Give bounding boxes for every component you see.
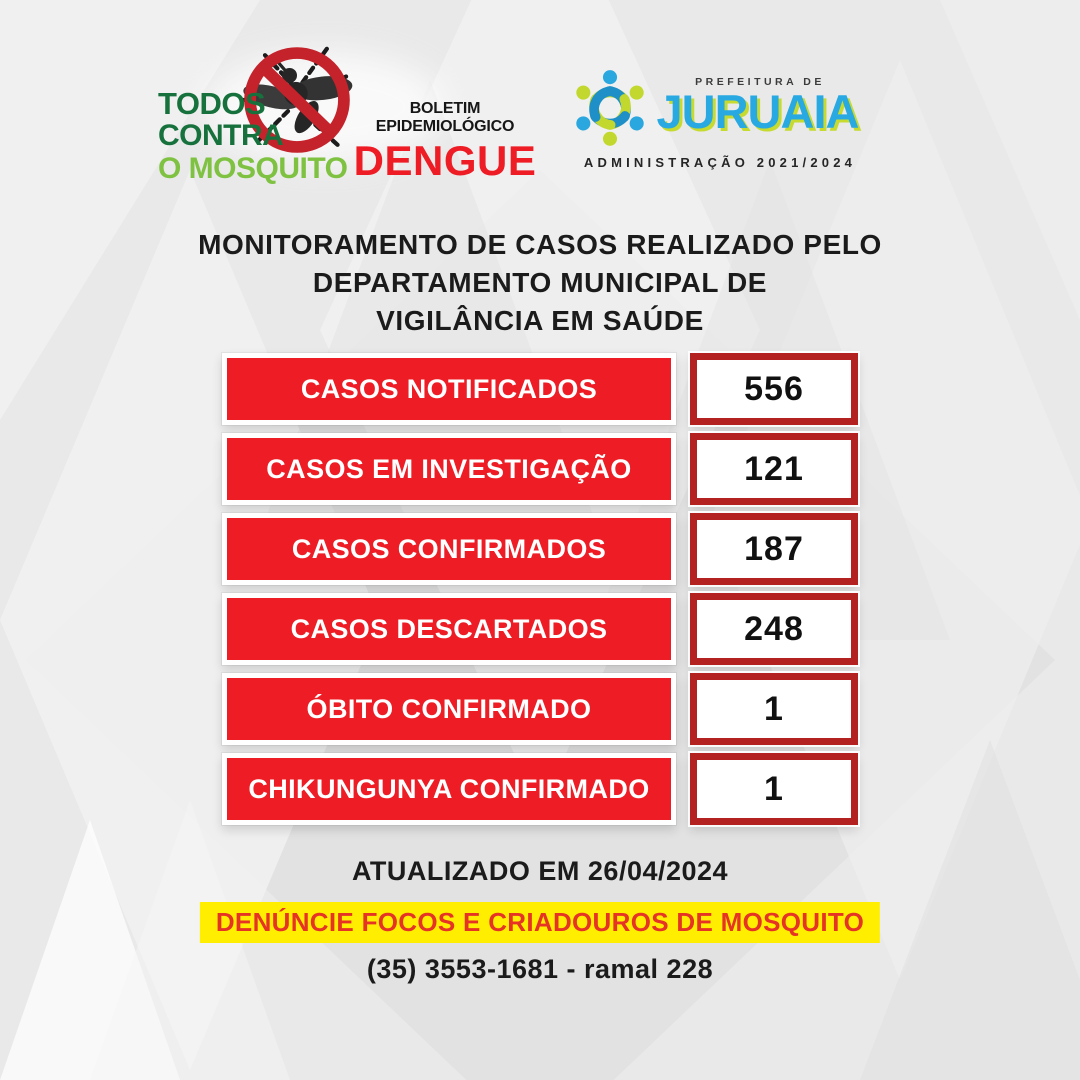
case-value: 1 xyxy=(764,769,784,808)
title-line: VIGILÂNCIA EM SAÚDE xyxy=(376,305,704,336)
case-value-box: 556 xyxy=(690,353,858,425)
case-label-box: CASOS NOTIFICADOS xyxy=(222,353,676,425)
city-name: JURUAIA xyxy=(656,85,860,138)
case-value-box: 121 xyxy=(690,433,858,505)
case-row: CHIKUNGUNYA CONFIRMADO 1 xyxy=(222,753,858,825)
case-label: ÓBITO CONFIRMADO xyxy=(306,693,592,724)
campaign-logo-line: O MOSQUITO xyxy=(158,152,348,185)
bulletin-block: BOLETIM EPIDEMIOLÓGICO DENGUE xyxy=(343,100,547,185)
cases-table: CASOS NOTIFICADOS 556 CASOS EM INVESTIGA… xyxy=(222,353,858,833)
disease-title: DENGUE xyxy=(353,137,537,184)
case-row: CASOS NOTIFICADOS 556 xyxy=(222,353,858,425)
case-label-box: CASOS CONFIRMADOS xyxy=(222,513,676,585)
case-label: CHIKUNGUNYA CONFIRMADO xyxy=(248,773,650,804)
case-value: 187 xyxy=(744,529,804,568)
campaign-logo-line: CONTRA xyxy=(158,119,284,152)
case-row: CASOS EM INVESTIGAÇÃO 121 xyxy=(222,433,858,505)
case-row: CASOS CONFIRMADOS 187 xyxy=(222,513,858,585)
campaign-logo-line: TODOS xyxy=(158,86,266,121)
page-title: MONITORAMENTO DE CASOS REALIZADO PELO DE… xyxy=(0,226,1080,340)
no-mosquito-icon xyxy=(241,46,353,153)
case-value-box: 1 xyxy=(690,753,858,825)
case-label: CASOS NOTIFICADOS xyxy=(300,373,598,404)
report-banner: DENÚNCIE FOCOS E CRIADOUROS DE MOSQUITO xyxy=(199,902,881,943)
case-value: 121 xyxy=(744,449,804,488)
prefecture-prefix: PREFEITURA DE xyxy=(695,76,825,88)
case-label-box: CHIKUNGUNYA CONFIRMADO xyxy=(222,753,676,825)
case-label-box: CASOS DESCARTADOS xyxy=(222,593,676,665)
bulletin-type-label: BOLETIM EPIDEMIOLÓGICO xyxy=(375,100,515,135)
case-value-box: 1 xyxy=(690,673,858,745)
case-value: 248 xyxy=(744,609,804,648)
case-value: 556 xyxy=(744,369,804,408)
updated-date: ATUALIZADO EM 26/04/2024 xyxy=(351,856,729,886)
case-label: CASOS EM INVESTIGAÇÃO xyxy=(266,453,632,484)
phone-number: (35) 3553-1681 - ramal 228 xyxy=(366,954,714,984)
juruaia-emblem-icon xyxy=(576,70,644,146)
campaign-logo: TODOS CONTRA O MOSQUITO xyxy=(158,86,348,185)
case-label-box: CASOS EM INVESTIGAÇÃO xyxy=(222,433,676,505)
title-line: MONITORAMENTO DE CASOS REALIZADO PELO xyxy=(198,229,882,260)
case-label: CASOS DESCARTADOS xyxy=(290,613,608,644)
case-row: CASOS DESCARTADOS 248 xyxy=(222,593,858,665)
administration-label: ADMINISTRAÇÃO 2021/2024 xyxy=(583,155,857,170)
case-row: ÓBITO CONFIRMADO 1 xyxy=(222,673,858,745)
title-line: DEPARTAMENTO MUNICIPAL DE xyxy=(312,267,768,298)
case-label-box: ÓBITO CONFIRMADO xyxy=(222,673,676,745)
case-value-box: 248 xyxy=(690,593,858,665)
case-value: 1 xyxy=(764,689,784,728)
case-label: CASOS CONFIRMADOS xyxy=(291,533,607,564)
case-value-box: 187 xyxy=(690,513,858,585)
